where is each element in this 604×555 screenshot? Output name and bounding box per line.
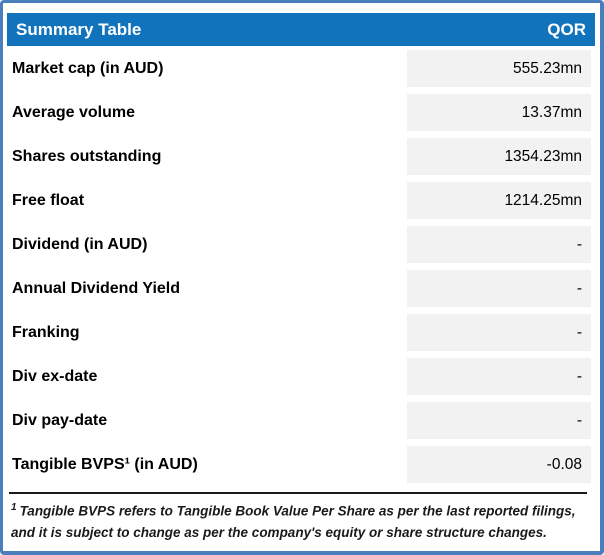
row-value: 1214.25mn bbox=[407, 182, 591, 219]
row-label: Div ex-date bbox=[12, 367, 98, 385]
row-value: 555.23mn bbox=[407, 50, 591, 87]
footnote: 1 Tangible BVPS refers to Tangible Book V… bbox=[7, 494, 595, 543]
table-row: Franking - bbox=[7, 314, 595, 351]
row-label: Dividend (in AUD) bbox=[12, 235, 148, 253]
row-value: - bbox=[407, 270, 591, 307]
row-label: Div pay-date bbox=[12, 411, 108, 429]
table-header: Summary Table QOR bbox=[7, 13, 595, 46]
table-row: Market cap (in AUD) 555.23mn bbox=[7, 50, 595, 87]
table-row: Div pay-date - bbox=[7, 402, 595, 439]
row-label: Market cap (in AUD) bbox=[12, 59, 164, 77]
row-label: Franking bbox=[12, 323, 80, 341]
row-value: -0.08 bbox=[407, 446, 591, 483]
row-value: - bbox=[407, 358, 591, 395]
footnote-divider bbox=[9, 492, 587, 494]
row-label: Average volume bbox=[12, 103, 136, 121]
table-row: Shares outstanding 1354.23mn bbox=[7, 138, 595, 175]
table-row: Dividend (in AUD) - bbox=[7, 226, 595, 263]
table-body: Market cap (in AUD) 555.23mn Average vol… bbox=[7, 50, 595, 483]
footnote-marker: 1 bbox=[11, 502, 17, 513]
row-label: Annual Dividend Yield bbox=[12, 279, 181, 297]
row-value: - bbox=[407, 314, 591, 351]
row-value: 1354.23mn bbox=[407, 138, 591, 175]
ticker-symbol: QOR bbox=[547, 19, 586, 39]
row-label: Shares outstanding bbox=[12, 147, 162, 165]
row-value: - bbox=[407, 402, 591, 439]
table-row: Free float 1214.25mn bbox=[7, 182, 595, 219]
row-value: - bbox=[407, 226, 591, 263]
table-row: Div ex-date - bbox=[7, 358, 595, 395]
footnote-text: Tangible BVPS refers to Tangible Book Va… bbox=[11, 503, 576, 540]
row-value: 13.37mn bbox=[407, 94, 591, 131]
row-label: Tangible BVPS¹ (in AUD) bbox=[12, 455, 198, 473]
table-row: Average volume 13.37mn bbox=[7, 94, 595, 131]
table-row: Tangible BVPS¹ (in AUD) -0.08 bbox=[7, 446, 595, 483]
table-row: Annual Dividend Yield - bbox=[7, 270, 595, 307]
table-title: Summary Table bbox=[16, 19, 142, 39]
row-label: Free float bbox=[12, 191, 85, 209]
